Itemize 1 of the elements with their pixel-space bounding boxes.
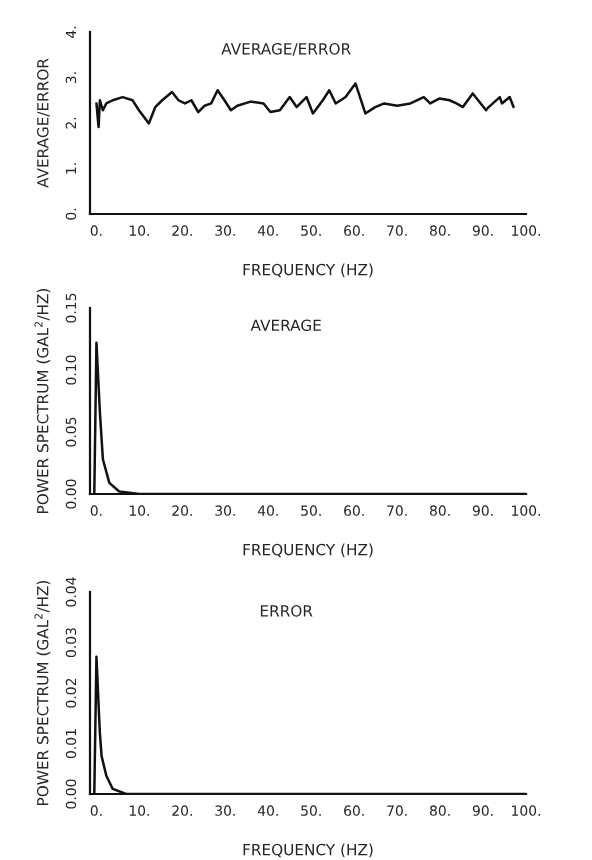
- line-series: [95, 82, 515, 129]
